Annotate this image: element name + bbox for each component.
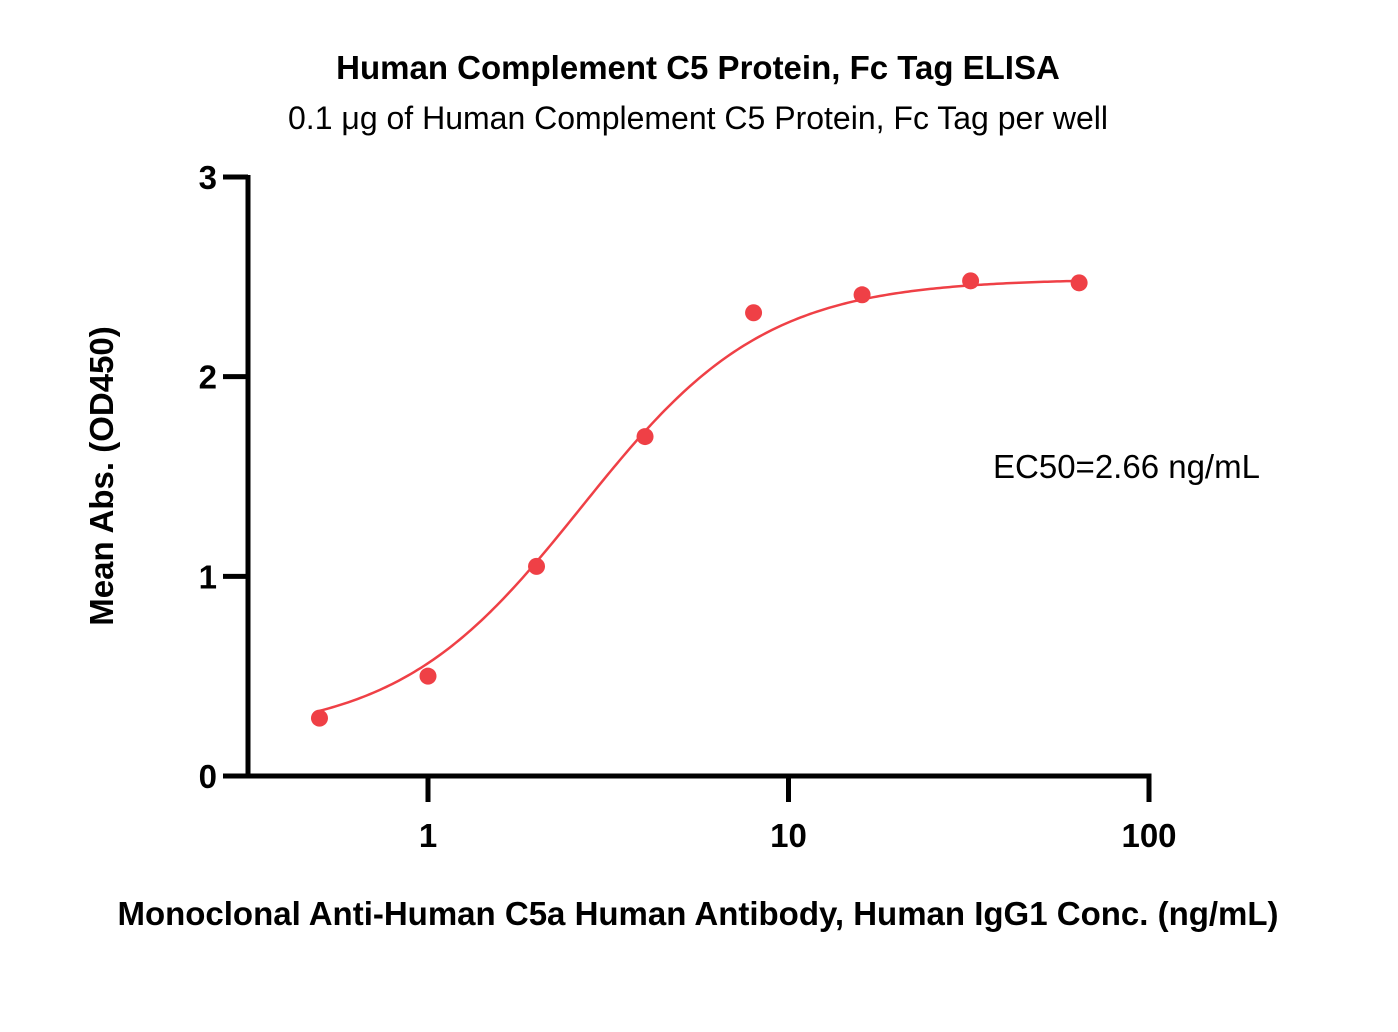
- fit-curve: [319, 279, 1080, 713]
- data-point: [962, 272, 980, 290]
- data-point: [745, 304, 763, 322]
- data-point: [636, 428, 654, 446]
- ec50-annotation: EC50=2.66 ng/mL: [993, 448, 1260, 485]
- fit-curve-layer: [319, 279, 1080, 713]
- y-tick-label: 3: [199, 159, 217, 196]
- x-tick-label: 100: [1121, 817, 1176, 854]
- data-point: [1070, 274, 1088, 292]
- chart-subtitle: 0.1 μg of Human Complement C5 Protein, F…: [288, 100, 1108, 136]
- data-point: [853, 286, 871, 304]
- data-point: [310, 709, 328, 727]
- y-tick-label: 2: [199, 359, 217, 396]
- data-point: [419, 667, 437, 685]
- x-tick-label: 10: [770, 817, 807, 854]
- y-axis-label: Mean Abs. (OD450): [83, 326, 120, 626]
- data-point: [528, 557, 546, 575]
- ticks: 0 1 2 3 1 10 100: [199, 159, 1177, 854]
- chart-title: Human Complement C5 Protein, Fc Tag ELIS…: [336, 49, 1060, 86]
- y-tick-label: 0: [199, 758, 217, 795]
- x-axis-label: Monoclonal Anti-Human C5a Human Antibody…: [117, 895, 1278, 932]
- axes: [223, 175, 1152, 779]
- x-tick-label: 1: [419, 817, 437, 854]
- y-tick-label: 1: [199, 558, 217, 595]
- data-points: [310, 272, 1088, 727]
